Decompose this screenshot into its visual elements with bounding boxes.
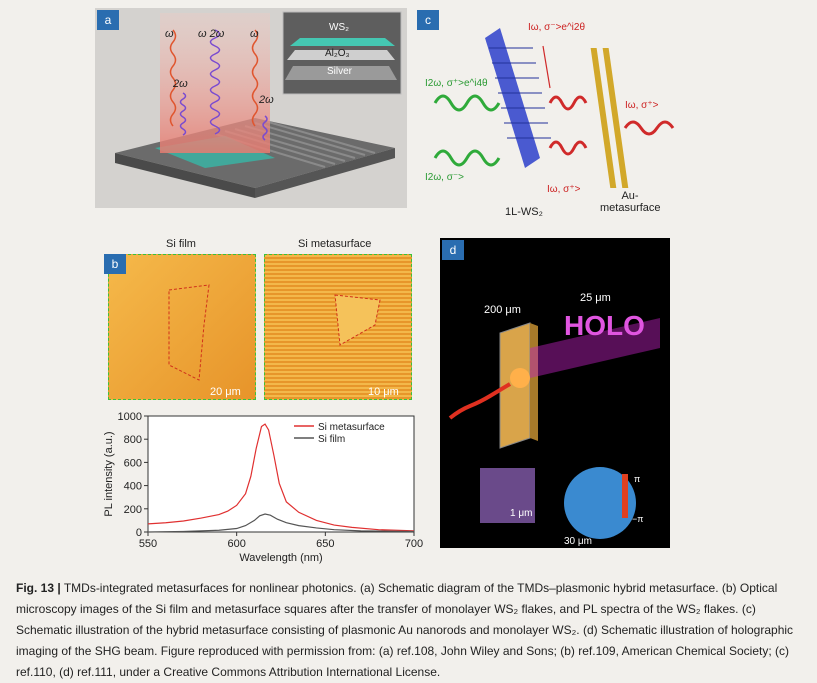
- scale-1um: 1 μm: [510, 508, 533, 519]
- scale-left: 20 μm: [210, 386, 241, 398]
- y-tick-label: 400: [124, 481, 142, 493]
- label-red-bottom: Iω, σ⁺>: [547, 184, 581, 195]
- inset-ws2-label: WS₂: [329, 22, 349, 33]
- figure-caption: Fig. 13 | TMDs-integrated metasurfaces f…: [16, 578, 802, 683]
- two-omega-right-label: 2ω: [259, 94, 274, 106]
- y-axis-label: PL intensity (a.u.): [103, 431, 115, 516]
- y-tick-label: 1000: [118, 411, 142, 423]
- title-si-metasurface: Si metasurface: [298, 238, 372, 250]
- y-tick-label: 800: [124, 434, 142, 446]
- panel-b: Si film Si metasurface b 20 μm 10 μm 550…: [100, 236, 430, 566]
- holo-text: HOLO: [564, 310, 645, 341]
- pl-spectrum-chart: 550 600 650 700 0 200 400 600 800 1000 Wavelength …: [103, 411, 423, 564]
- phase-top: π: [634, 474, 641, 484]
- x-tick-label: 600: [227, 538, 245, 550]
- plot-area: [147, 415, 415, 533]
- panel-d: d 200 μm 25 μm HOLO 1 μm 30 μm π −π: [440, 238, 670, 548]
- y-tick-label: 600: [124, 457, 142, 469]
- panel-a-illustration: [115, 11, 402, 198]
- si-film-image: [108, 254, 256, 400]
- panel-b-tag: b: [104, 254, 126, 274]
- title-si-film: Si film: [166, 238, 196, 250]
- scale-30um: 30 μm: [564, 536, 592, 547]
- inset-al2o3-label: Al₂O₃: [325, 48, 350, 59]
- series-line-si-film: [147, 513, 415, 533]
- y-tick-label: 0: [136, 527, 142, 539]
- omega-mid-label: ω 2ω: [198, 28, 225, 40]
- x-axis-label: Wavelength (nm): [239, 552, 322, 564]
- label-green-top: I2ω, σ⁺>e^i4θ: [425, 78, 488, 89]
- panel-d-tag: d: [442, 240, 464, 260]
- inset-silver-label: Silver: [327, 66, 353, 77]
- dim-25: 25 μm: [580, 292, 611, 304]
- omega-right-label: ω: [250, 28, 259, 40]
- x-tick-label: 700: [405, 538, 423, 550]
- label-au: Au-metasurface: [600, 190, 661, 214]
- series-line-si-metasurface: [147, 423, 415, 532]
- panel-c-illustration: [433, 28, 675, 188]
- si-metasurface-image: [264, 254, 412, 400]
- caption-text: TMDs-integrated metasurfaces for nonline…: [16, 581, 794, 679]
- two-omega-left-label: 2ω: [173, 78, 188, 90]
- dim-200: 200 μm: [484, 304, 521, 316]
- legend-label: Si metasurface: [318, 422, 385, 433]
- y-tick-label: 200: [124, 504, 142, 516]
- x-tick-label: 650: [316, 538, 334, 550]
- label-red-right: Iω, σ⁺>: [625, 100, 659, 111]
- panel-d-illustration: [448, 318, 660, 539]
- caption-fig-label: Fig. 13 |: [16, 581, 61, 595]
- legend-label: Si film: [318, 434, 345, 445]
- omega-left-label: ω: [165, 28, 174, 40]
- panel-a-tag: a: [97, 10, 119, 30]
- label-top-red: Iω, σ⁻>e^i2θ: [528, 22, 586, 33]
- panel-c: c Iω, σ⁻>e^i2θ I2ω, σ⁺>e^i4θ I2ω, σ⁻> Iω…: [415, 8, 715, 218]
- panel-a: a ω ω 2ω ω 2ω 2ω WS₂ Al₂O₃ Silver: [95, 8, 407, 208]
- x-tick-label: 550: [139, 538, 157, 550]
- label-ws2: 1L-WS₂: [505, 206, 543, 218]
- label-green-bottom: I2ω, σ⁻>: [425, 172, 464, 183]
- panel-c-tag: c: [417, 10, 439, 30]
- phase-bottom: −π: [632, 514, 644, 524]
- scale-right: 10 μm: [368, 386, 399, 398]
